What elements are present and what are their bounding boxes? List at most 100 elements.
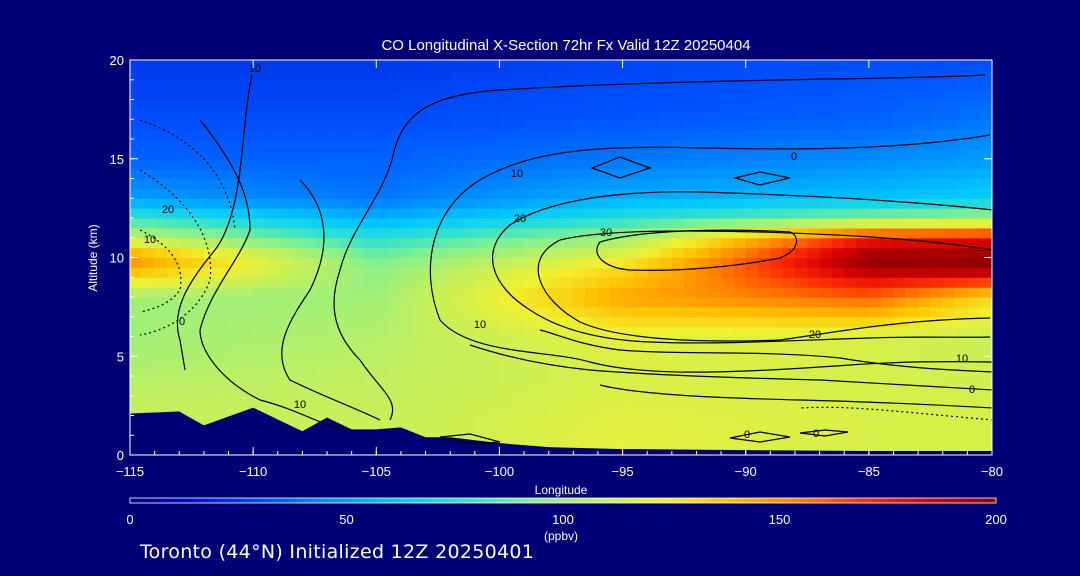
field-cell (216, 139, 230, 150)
field-cell (154, 109, 168, 120)
field-cell (573, 178, 587, 189)
field-cell (240, 356, 254, 367)
field-cell (930, 267, 944, 278)
field-cell (794, 69, 808, 81)
field-cell (548, 178, 562, 189)
field-cell (831, 297, 845, 308)
field-cell (955, 188, 968, 199)
field-cell (647, 237, 661, 249)
field-cell (253, 366, 267, 377)
field-cell (400, 60, 414, 71)
field-cell (794, 356, 808, 367)
field-cell (130, 385, 143, 397)
field-cell (758, 247, 771, 259)
field-cell (979, 405, 992, 417)
field-cell (487, 395, 501, 407)
field-cell (684, 247, 698, 259)
field-cell (474, 119, 488, 130)
contour-label: 10 (956, 353, 968, 365)
field-cell (413, 227, 427, 239)
field-cell (561, 119, 574, 130)
field-cell (671, 267, 685, 278)
field-cell (967, 297, 981, 308)
field-cell (277, 287, 291, 298)
field-cell (536, 356, 550, 367)
field-cell (511, 208, 525, 219)
field-cell (511, 395, 525, 407)
field-cell (979, 99, 992, 110)
field-cell (450, 415, 464, 426)
field-cell (511, 346, 525, 357)
field-cell (696, 129, 710, 140)
field-cell (807, 306, 821, 318)
field-cell (893, 425, 907, 436)
field-cell (363, 208, 377, 219)
field-cell (191, 79, 205, 91)
field-cell (314, 79, 328, 91)
field-cell (893, 69, 907, 81)
contour-label: 0 (179, 316, 185, 328)
field-cell (314, 297, 328, 308)
colorbar-segment (411, 498, 420, 503)
field-cell (376, 267, 390, 278)
field-cell (388, 69, 402, 81)
field-cell (881, 277, 895, 288)
colorbar-segment (577, 498, 586, 503)
colorbar-segment (931, 498, 939, 503)
field-cell (499, 405, 513, 417)
field-cell (450, 336, 464, 347)
field-cell (856, 306, 870, 318)
field-cell (794, 198, 808, 209)
field-cell (610, 366, 624, 377)
field-cell (819, 99, 833, 110)
colorbar-segment (736, 498, 745, 503)
field-cell (327, 148, 340, 160)
field-cell (351, 148, 365, 160)
field-cell (721, 119, 734, 130)
field-cell (437, 139, 451, 150)
field-cell (154, 99, 168, 110)
field-cell (671, 346, 685, 357)
field-cell (597, 148, 611, 160)
field-cell (499, 69, 513, 81)
field-cell (634, 306, 648, 318)
field-cell (659, 267, 673, 278)
field-cell (450, 60, 464, 71)
field-cell (265, 218, 279, 229)
field-cell (721, 139, 734, 150)
colorbar-segment (158, 498, 167, 503)
field-cell (425, 218, 439, 229)
field-cell (856, 69, 870, 81)
field-cell (622, 237, 636, 249)
field-cell (721, 89, 734, 101)
field-cell (819, 306, 833, 318)
field-cell (376, 346, 390, 357)
field-cell (647, 158, 661, 170)
field-cell (979, 89, 992, 101)
field-cell (979, 425, 992, 436)
field-cell (573, 227, 587, 239)
field-cell (216, 148, 230, 160)
field-cell (524, 158, 537, 170)
field-cell (893, 119, 907, 130)
field-cell (770, 99, 784, 110)
field-cell (302, 227, 316, 239)
field-cell (905, 89, 919, 101)
field-cell (314, 277, 328, 288)
field-cell (955, 445, 968, 455)
field-cell (745, 99, 759, 110)
field-cell (597, 435, 611, 446)
field-cell (745, 69, 759, 81)
field-cell (327, 168, 340, 180)
field-cell (339, 346, 353, 357)
field-cell (179, 247, 193, 259)
field-cell (868, 376, 882, 387)
field-cell (130, 247, 143, 259)
field-cell (499, 119, 513, 130)
field-cell (918, 129, 932, 140)
field-cell (253, 69, 267, 81)
field-cell (487, 60, 501, 71)
field-cell (203, 158, 217, 170)
field-cell (819, 277, 833, 288)
